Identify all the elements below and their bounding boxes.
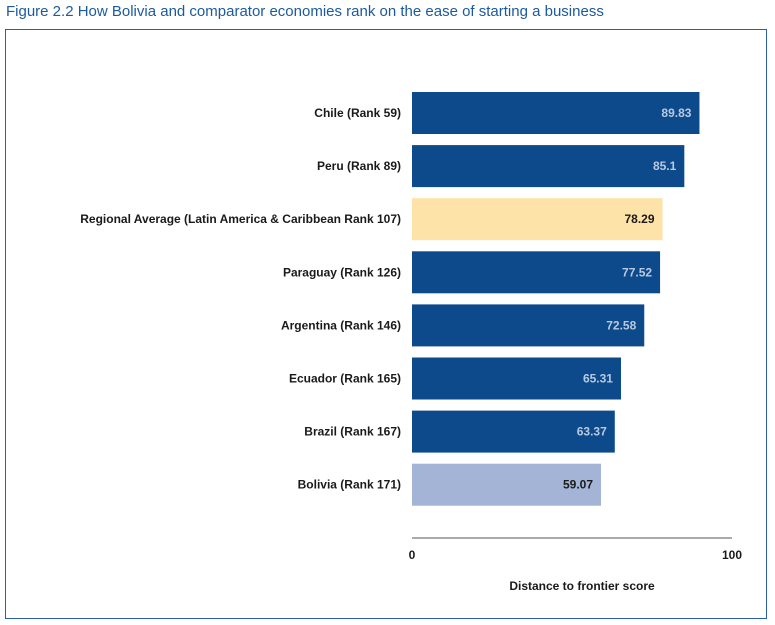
- category-label: Ecuador (Rank 165): [289, 372, 401, 386]
- category-label: Chile (Rank 59): [314, 106, 401, 120]
- chart-frame: [5, 29, 767, 619]
- bar: [412, 92, 700, 134]
- figure-title: Figure 2.2 How Bolivia and comparator ec…: [6, 3, 604, 20]
- bar: [412, 145, 685, 188]
- category-label: Brazil (Rank 167): [304, 425, 401, 439]
- category-label: Peru (Rank 89): [317, 159, 401, 173]
- bar-value-label: 65.31: [583, 372, 613, 386]
- bar: [412, 251, 661, 294]
- bar-value-label: 89.83: [661, 106, 691, 120]
- bar-value-label: 77.52: [622, 265, 652, 279]
- category-label: Paraguay (Rank 126): [283, 265, 401, 279]
- category-label: Bolivia (Rank 171): [298, 478, 401, 492]
- category-label: Regional Average (Latin America & Caribb…: [80, 212, 401, 226]
- category-label: Argentina (Rank 146): [281, 318, 401, 332]
- bar-value-label: 78.29: [624, 212, 654, 226]
- bar: [412, 463, 602, 506]
- bar-value-label: 63.37: [577, 425, 607, 439]
- bar: [412, 410, 615, 453]
- x-tick-label: 100: [722, 548, 742, 562]
- x-tick-label: 0: [409, 548, 416, 562]
- value-labels: 89.83 85.1 78.29 77.52 72.58 65.31 63.37 59.07: [563, 106, 692, 492]
- bar-value-label: 85.1: [653, 159, 677, 173]
- x-axis-title: Distance to frontier score: [509, 579, 655, 593]
- bar: [412, 357, 621, 400]
- bar: [412, 304, 645, 347]
- bars-layer: [412, 92, 700, 506]
- bar: [412, 198, 663, 241]
- bar-value-label: 72.58: [606, 318, 636, 332]
- bar-value-label: 59.07: [563, 478, 593, 492]
- category-labels: Chile (Rank 59) Peru (Rank 89) Regional Av…: [80, 106, 401, 492]
